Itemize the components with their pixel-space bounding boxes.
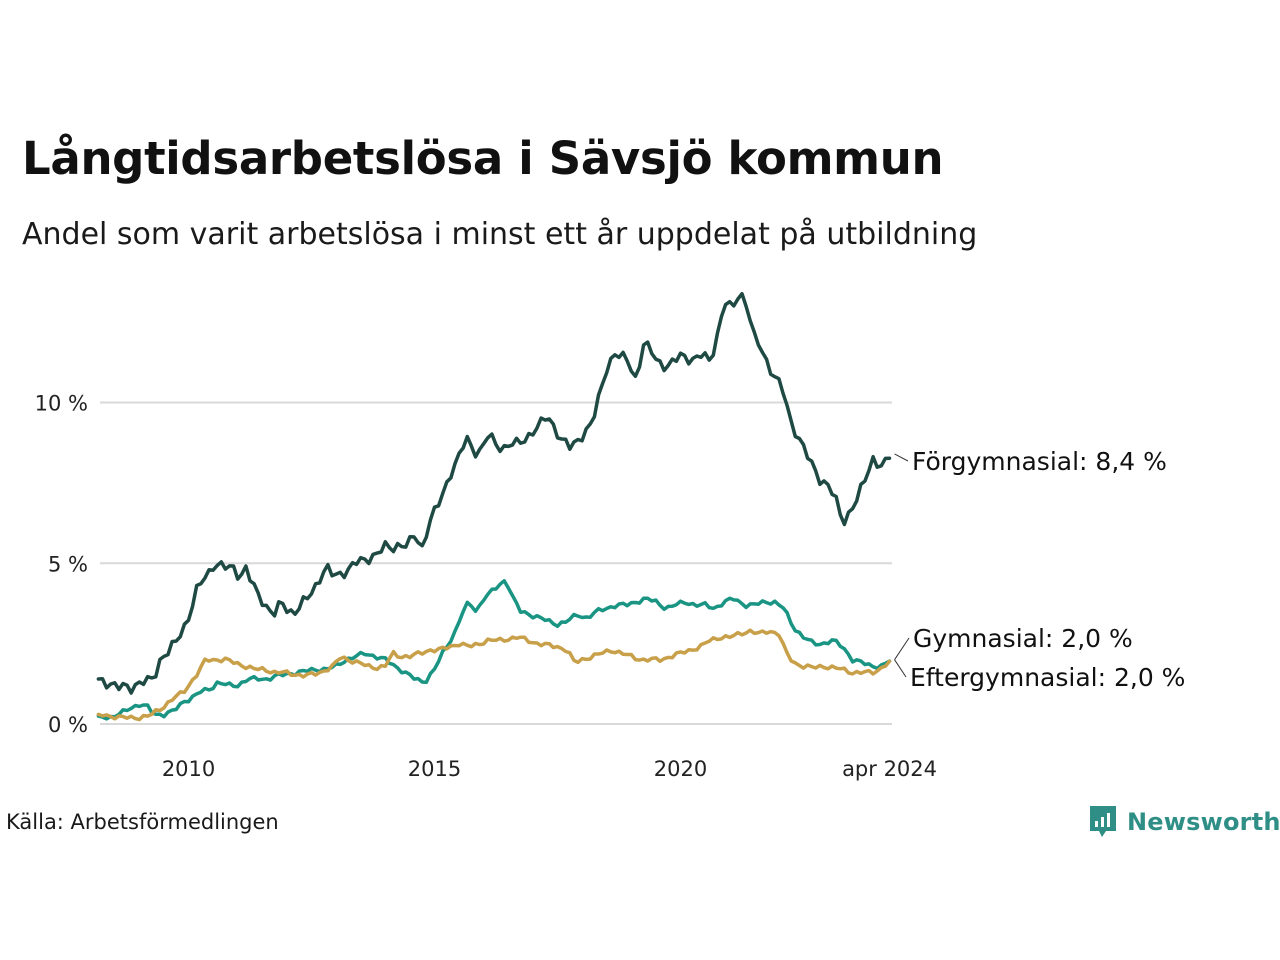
newsworthy-logo[interactable]: Newsworthy bbox=[1088, 804, 1280, 840]
gridlines bbox=[100, 401, 892, 725]
series-end-labels: Förgymnasial: 8,4 % Gymnasial: 2,0 % Efter… bbox=[894, 447, 1185, 692]
series-line-gymnasial bbox=[96, 579, 892, 721]
x-tick-label: 2010 bbox=[162, 757, 215, 781]
x-tick-label: apr 2024 bbox=[842, 757, 937, 781]
line-chart: 0 % 5 % 10 % 2010 2015 2020 apr 2024 Förgymna… bbox=[35, 291, 1185, 781]
chart-title: Långtidsarbetslösa i Sävsjö kommun bbox=[22, 132, 944, 185]
newsworthy-logo-icon bbox=[1090, 806, 1116, 837]
chart-subtitle: Andel som varit arbetslösa i minst ett å… bbox=[22, 217, 978, 252]
y-tick-label: 10 % bbox=[35, 392, 88, 416]
series-lines bbox=[96, 291, 892, 722]
label-connector bbox=[894, 659, 907, 678]
end-label-förgymnasial: Förgymnasial: 8,4 % bbox=[912, 447, 1167, 476]
x-axis-ticks: 2010 2015 2020 apr 2024 bbox=[162, 757, 937, 781]
label-connector bbox=[894, 453, 909, 462]
source-note: Källa: Arbetsförmedlingen bbox=[6, 810, 279, 834]
end-label-gymnasial: Gymnasial: 2,0 % bbox=[913, 624, 1133, 653]
series-line-eftergymnasial bbox=[96, 628, 892, 722]
label-connector bbox=[894, 637, 910, 660]
series-line-förgymnasial bbox=[96, 291, 892, 695]
y-axis-ticks: 0 % 5 % 10 % bbox=[35, 392, 88, 737]
y-tick-label: 0 % bbox=[48, 713, 88, 737]
x-tick-label: 2020 bbox=[654, 757, 707, 781]
x-tick-label: 2015 bbox=[408, 757, 461, 781]
end-label-eftergymnasial: Eftergymnasial: 2,0 % bbox=[910, 663, 1185, 692]
logo-text: Newsworthy bbox=[1127, 808, 1280, 836]
y-tick-label: 5 % bbox=[48, 552, 88, 576]
